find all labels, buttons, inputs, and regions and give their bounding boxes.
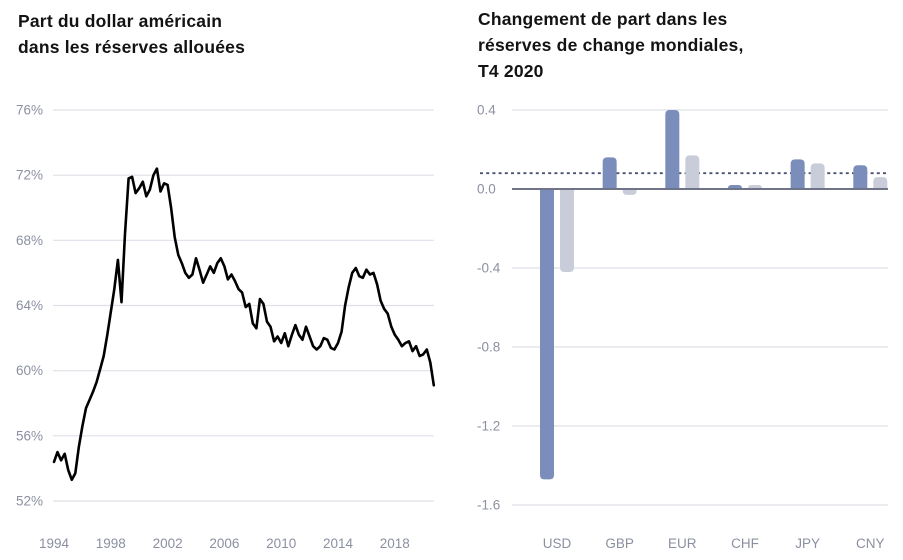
- bar-chart: 0.4 0.0 -0.4 -0.8 -1.2 -1.6 USD GBP EUR CHF JPY CNY: [477, 103, 888, 551]
- bar-cny-gray: [873, 177, 888, 189]
- usd-share-line: [52, 167, 436, 482]
- bar-eur-blue: [665, 110, 680, 189]
- bar-chart-title-line1: Changement de part dans les: [478, 9, 728, 29]
- bar-chart-title: Changement de part dans les réserves de …: [478, 6, 744, 84]
- x-tick-label: JPY: [795, 536, 820, 551]
- x-tick-label: 1998: [96, 536, 126, 551]
- bar-usd-blue: [540, 189, 554, 480]
- x-tick-label: CNY: [856, 536, 885, 551]
- x-tick-label: EUR: [668, 536, 697, 551]
- y-tick-label: 64%: [16, 298, 43, 313]
- line-chart-title: Part du dollar américain dans les réserv…: [18, 8, 245, 60]
- line-chart-title-line1: Part du dollar américain: [18, 11, 223, 31]
- x-tick-label: 2018: [380, 536, 410, 551]
- x-tick-label: 2014: [323, 536, 354, 551]
- bar-gbp-blue: [602, 157, 617, 189]
- line-chart: 76% 72% 68% 64% 60% 56% 52% 1994 1998 2002 2006 201…: [16, 103, 436, 551]
- bar-usd-gray: [560, 189, 574, 272]
- bar-gbp-gray: [622, 189, 637, 195]
- y-tick-label: 56%: [16, 428, 43, 443]
- y-tick-label: 0.0: [477, 182, 496, 197]
- x-tick-label: 2006: [209, 536, 239, 551]
- y-tick-label: -0.4: [477, 261, 501, 276]
- x-tick-label: 1994: [39, 536, 70, 551]
- bar-chart-title-line2: réserves de change mondiales,: [478, 35, 744, 55]
- bar-jpy-gray: [810, 163, 825, 189]
- x-tick-label: 2010: [266, 536, 296, 551]
- bar-chart-title-line3: T4 2020: [478, 61, 544, 81]
- y-tick-label: -1.2: [477, 419, 500, 434]
- x-tick-label: USD: [543, 536, 572, 551]
- x-tick-label: GBP: [605, 536, 634, 551]
- y-tick-label: 0.4: [477, 103, 496, 118]
- y-tick-label: 52%: [16, 494, 43, 509]
- x-tick-label: CHF: [731, 536, 759, 551]
- y-tick-label: 76%: [16, 103, 43, 118]
- y-tick-label: 68%: [16, 233, 43, 248]
- bar-jpy-blue: [790, 159, 805, 189]
- bar-eur-gray: [685, 155, 700, 189]
- y-tick-label: -0.8: [477, 340, 500, 355]
- line-chart-title-line2: dans les réserves allouées: [18, 37, 246, 57]
- bar-cny-blue: [853, 165, 868, 189]
- y-tick-label: 60%: [16, 363, 43, 378]
- y-tick-label: -1.6: [477, 498, 500, 513]
- x-tick-label: 2002: [153, 536, 183, 551]
- y-tick-label: 72%: [16, 168, 43, 183]
